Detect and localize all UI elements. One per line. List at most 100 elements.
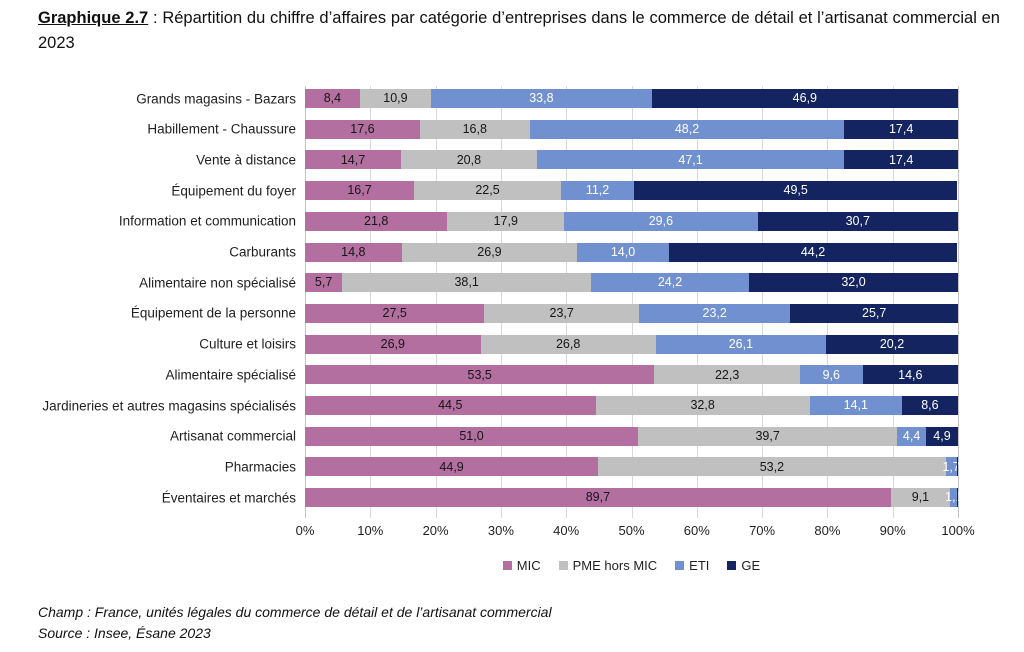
bar-segment-eti[interactable]: 11,2 bbox=[560, 181, 635, 201]
bar-segment-eti[interactable]: 14,0 bbox=[577, 242, 669, 262]
legend-swatch-eti-icon bbox=[675, 561, 685, 570]
bar-row[interactable]: Habillement - Chaussure 17,6 16,8 48,2 17,4 bbox=[147, 119, 958, 139]
bar-segment-pme[interactable]: 16,8 bbox=[419, 119, 530, 139]
bar-segment-eti[interactable]: 4,4 bbox=[897, 426, 926, 446]
bar-segment-pme[interactable]: 26,8 bbox=[480, 334, 656, 354]
bar-segment-pme[interactable]: 10,9 bbox=[359, 89, 432, 108]
bar-segment-ge[interactable]: 8,6 bbox=[901, 396, 958, 415]
bar-segment-mic[interactable]: 44,5 bbox=[305, 396, 596, 415]
x-axis-tick: 0% bbox=[295, 523, 315, 538]
bar-segment-ge[interactable]: 25,7 bbox=[790, 303, 958, 323]
bar-segment-ge[interactable]: 30,7 bbox=[757, 211, 958, 231]
bar-segment-pme[interactable]: 9,1 bbox=[890, 488, 951, 508]
gridline bbox=[305, 86, 306, 518]
bar-segment-mic[interactable]: 26,9 bbox=[305, 334, 481, 354]
bar-value-label: 53,2 bbox=[759, 459, 785, 474]
bar-segment-mic[interactable]: 44,9 bbox=[305, 457, 599, 477]
bar-row[interactable]: Alimentaire spécialisé 53,5 22,3 9,6 14,6 bbox=[165, 365, 958, 385]
bar-segment-mic[interactable]: 5,7 bbox=[305, 273, 343, 293]
bar-segment-eti[interactable]: 47,1 bbox=[536, 150, 845, 170]
bar-value-label: 9,1 bbox=[911, 490, 930, 505]
bar-segment-mic[interactable]: 51,0 bbox=[305, 426, 639, 446]
bar-segment-ge[interactable]: 46,9 bbox=[651, 89, 958, 108]
gridline bbox=[762, 86, 764, 518]
bar-segment-mic[interactable]: 21,8 bbox=[305, 211, 448, 231]
bar-segment-eti[interactable]: 29,6 bbox=[564, 211, 758, 231]
bar-row[interactable]: Éventaires et marchés 89,7 9,1 1,1 bbox=[162, 488, 962, 508]
bar-row[interactable]: Alimentaire non spécialisé 5,7 38,1 24,2 32,… bbox=[139, 273, 958, 293]
bar-segment-eti[interactable]: 14,1 bbox=[809, 396, 902, 415]
bar-segment-mic[interactable]: 27,5 bbox=[305, 303, 485, 323]
bar-segment-eti[interactable]: 48,2 bbox=[529, 119, 845, 139]
x-axis-tick: 10% bbox=[357, 523, 384, 538]
bar-value-label: 89,7 bbox=[585, 490, 611, 505]
bar-segment-pme[interactable]: 23,7 bbox=[484, 303, 639, 323]
plot-area: Grands magasins - Bazars 8,4 10,9 33,8 46,9 H… bbox=[42, 86, 962, 518]
bar-segment-pme[interactable]: 20,8 bbox=[400, 150, 537, 170]
bar-segment-mic[interactable]: 14,8 bbox=[305, 242, 402, 262]
bar-value-label: 17,4 bbox=[888, 152, 914, 167]
bar-segment-mic[interactable]: 17,6 bbox=[305, 119, 420, 139]
bar-value-label: 17,4 bbox=[888, 121, 914, 136]
gridline bbox=[827, 86, 829, 518]
legend-label: PME hors MIC bbox=[572, 558, 658, 573]
bar-row[interactable]: Jardineries et autres magasins spécialis… bbox=[42, 396, 958, 415]
legend-swatch-mic-icon bbox=[502, 561, 512, 570]
bar-segment-pme[interactable]: 22,3 bbox=[654, 365, 800, 385]
bar-segment-pme[interactable]: 22,5 bbox=[414, 181, 561, 201]
bar-row[interactable]: Culture et loisirs 26,9 26,8 26,1 20,2 bbox=[199, 334, 958, 354]
bar-segment-ge[interactable]: 17,4 bbox=[844, 150, 958, 170]
bar-value-label: 23,7 bbox=[549, 306, 574, 321]
bar-segment-pme[interactable]: 39,7 bbox=[638, 426, 898, 446]
bar-segment-ge[interactable]: 17,4 bbox=[844, 119, 958, 139]
bar-segment-ge[interactable] bbox=[956, 457, 958, 477]
legend-item-pme[interactable]: PME hors MIC bbox=[558, 558, 658, 573]
bar-segment-eti[interactable]: 23,2 bbox=[639, 303, 791, 323]
figure-number: Graphique 2.7 bbox=[38, 9, 149, 27]
bar-segment-mic[interactable]: 53,5 bbox=[305, 365, 655, 385]
x-axis-tick: 30% bbox=[487, 523, 514, 538]
bar-value-label: 14,0 bbox=[610, 244, 636, 259]
footnote-champ: Champ : France, unités légales du commer… bbox=[38, 604, 552, 620]
bar-row[interactable]: Carburants 14,8 26,9 14,0 44,2 bbox=[229, 242, 958, 262]
bar-segment-pme[interactable]: 53,2 bbox=[598, 457, 946, 477]
x-axis-tick: 70% bbox=[749, 523, 776, 538]
bar-segment-ge[interactable]: 49,5 bbox=[634, 181, 958, 201]
bar-segment-pme[interactable]: 17,9 bbox=[447, 211, 565, 231]
bar-value-label: 26,8 bbox=[555, 336, 581, 351]
bar-segment-ge[interactable] bbox=[957, 488, 958, 508]
bar-segment-eti[interactable]: 9,6 bbox=[799, 365, 863, 385]
bar-row[interactable]: Pharmacies 44,9 53,2 1,7 bbox=[225, 457, 960, 477]
bar-segment-pme[interactable]: 38,1 bbox=[342, 273, 591, 293]
legend-item-ge[interactable]: GE bbox=[727, 558, 760, 573]
bar-segment-mic[interactable]: 14,7 bbox=[305, 150, 401, 170]
bar-row[interactable]: Information et communication 21,8 17,9 29,6… bbox=[119, 211, 958, 231]
bar-segment-ge[interactable]: 4,9 bbox=[925, 426, 958, 446]
legend-label: ETI bbox=[689, 558, 710, 573]
bar-value-label: 25,7 bbox=[862, 306, 887, 321]
bar-row[interactable]: Artisanat commercial 51,0 39,7 4,4 4,9 bbox=[170, 426, 958, 446]
bar-segment-eti[interactable]: 26,1 bbox=[655, 334, 827, 354]
bar-row[interactable]: Équipement de la personne 27,5 23,7 23,2 25,… bbox=[131, 303, 958, 323]
bar-value-label: 44,5 bbox=[438, 398, 463, 413]
bar-segment-eti[interactable]: 24,2 bbox=[591, 273, 750, 293]
bar-segment-pme[interactable]: 32,8 bbox=[595, 396, 810, 415]
bar-segment-eti[interactable]: 33,8 bbox=[431, 89, 652, 108]
bar-segment-mic[interactable]: 89,7 bbox=[305, 488, 891, 508]
bar-segment-ge[interactable]: 20,2 bbox=[826, 334, 958, 354]
bar-segment-ge[interactable]: 14,6 bbox=[862, 365, 958, 385]
bar-row[interactable]: Vente à distance 14,7 20,8 47,1 17,4 bbox=[196, 150, 958, 170]
bar-segment-pme[interactable]: 26,9 bbox=[401, 242, 578, 262]
bar-segment-eti[interactable]: 1,1 bbox=[945, 488, 962, 508]
bar-segment-mic[interactable]: 8,4 bbox=[305, 89, 360, 108]
bar-row[interactable]: Équipement du foyer 16,7 22,5 11,2 49,5 bbox=[171, 181, 958, 201]
bar-row[interactable]: Grands magasins - Bazars 8,4 10,9 33,8 46,9 bbox=[136, 89, 958, 108]
bar-segment-ge[interactable]: 32,0 bbox=[749, 273, 958, 293]
chart-legend: MIC PME hors MIC ETI GE bbox=[305, 558, 958, 573]
bar-segment-eti[interactable]: 1,7 bbox=[942, 457, 960, 477]
legend-item-eti[interactable]: ETI bbox=[675, 558, 709, 573]
bar-value-label: 53,5 bbox=[467, 367, 492, 382]
legend-item-mic[interactable]: MIC bbox=[502, 558, 541, 573]
bar-segment-mic[interactable]: 16,7 bbox=[305, 181, 415, 201]
bar-segment-ge[interactable]: 44,2 bbox=[668, 242, 958, 262]
